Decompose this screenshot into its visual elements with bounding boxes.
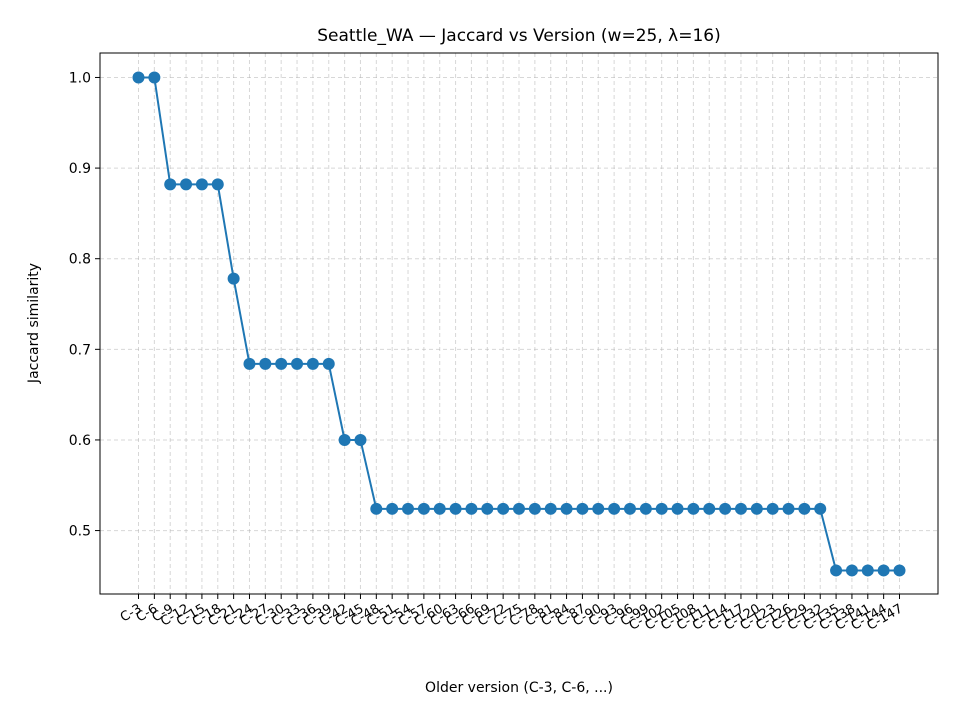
data-point [259,357,272,370]
chart-title: Seattle_WA — Jaccard vs Version (w=25, λ… [317,26,720,46]
data-point [481,502,494,515]
data-point [354,433,367,446]
data-point [417,502,430,515]
data-point [592,502,605,515]
data-point [227,272,240,285]
data-point [782,502,795,515]
data-point [291,357,304,370]
y-tick-label: 0.9 [69,161,91,177]
data-point [275,357,288,370]
data-point [528,502,541,515]
data-point [544,502,557,515]
data-point [623,502,636,515]
data-point [386,502,399,515]
data-point [608,502,621,515]
data-point [703,502,716,515]
data-point [845,564,858,577]
y-axis-label: Jaccard similarity [26,263,42,384]
data-point [814,502,827,515]
data-point [195,178,208,191]
y-tick-label: 0.6 [69,433,91,449]
data-point [671,502,684,515]
data-point [719,502,732,515]
y-tick-label: 0.8 [69,252,91,268]
data-point [243,357,256,370]
data-point [513,502,525,515]
data-point [370,502,383,515]
x-axis-label: Older version (C-3, C-6, ...) [425,680,613,696]
data-point [132,71,145,84]
data-point [576,502,589,515]
data-point [402,502,415,515]
data-point [433,502,446,515]
y-tick-label: 1.0 [69,70,91,86]
data-point [465,502,478,515]
data-point [449,502,462,515]
data-point [322,357,335,370]
data-point [639,502,652,515]
data-point [164,178,177,191]
data-point [148,71,161,84]
data-point [497,502,510,515]
data-point [687,502,700,515]
series-layer [132,71,906,577]
data-point [893,564,906,577]
data-point [655,502,668,515]
data-point [338,433,351,446]
data-point [180,178,193,191]
data-point [830,564,843,577]
plot-frame [99,52,939,595]
data-point [766,502,779,515]
data-point [306,357,319,370]
data-point [877,564,890,577]
y-tick-label: 0.7 [69,342,91,358]
data-point [211,178,224,191]
axis-ticks: C-3C-6C-9C-12C-15C-18C-21C-24C-27C-30C-3… [69,70,906,633]
y-tick-label: 0.5 [69,524,91,540]
data-point [560,502,573,515]
data-point [750,502,763,515]
data-point [734,502,747,515]
data-point [861,564,874,577]
data-point [798,502,811,515]
